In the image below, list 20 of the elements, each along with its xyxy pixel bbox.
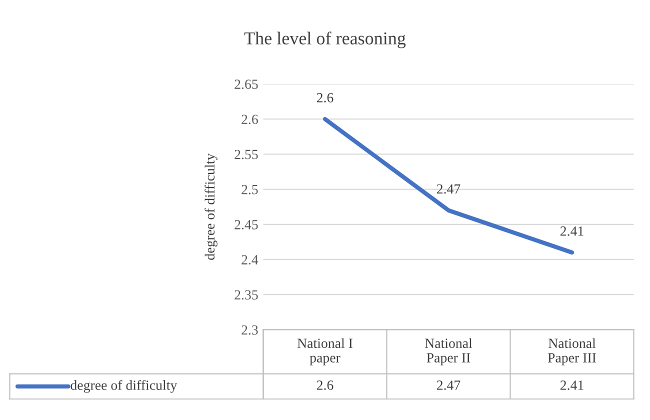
x-tick-label: National Paper II (424, 338, 472, 366)
y-tick-label: 2.35 (234, 290, 258, 300)
data-label: 2.6 (316, 93, 334, 102)
text: 2.47 (436, 380, 460, 390)
y-tick-label: 2.65 (234, 80, 258, 90)
y-tick-label: 2.6 (242, 114, 258, 124)
x-tick-label: National Paper III (548, 338, 596, 366)
x-tick-label: National I paper (297, 338, 352, 366)
y-tick-label: 2.5 (242, 184, 258, 194)
chart-title: The level of reasoning (244, 32, 406, 48)
data-label: 2.47 (436, 184, 460, 194)
y-tick-label: 2.55 (234, 150, 258, 160)
y-tick-label: 2.45 (234, 220, 258, 230)
y-axis-title: degree of difficulty (204, 153, 218, 260)
legend-label: degree of difficulty (70, 380, 178, 393)
data-label: 2.41 (560, 226, 584, 236)
y-tick-label: 2.3 (242, 325, 258, 335)
text: 2.41 (560, 380, 584, 390)
y-tick-label: 2.4 (242, 255, 258, 265)
text: 2.6 (316, 380, 334, 390)
